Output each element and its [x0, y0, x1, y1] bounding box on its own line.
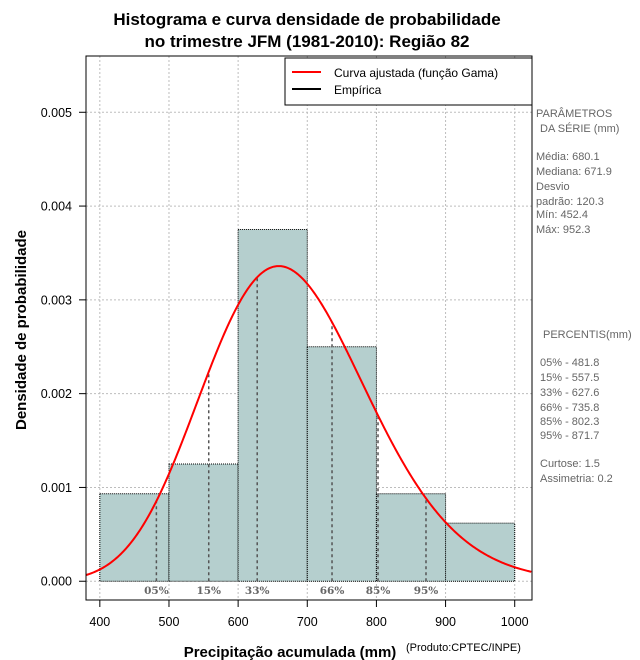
x-tick-label-500: 500 — [159, 615, 180, 629]
legend-box — [284, 57, 533, 106]
legend: Curva ajustada (função Gama) Empírica — [284, 57, 533, 106]
param-media: Média: 680.1 — [536, 151, 600, 163]
param-max: Máx: 952.3 — [536, 224, 590, 236]
param-padrao: padrão: 120.3 — [536, 196, 604, 208]
chart-title-line1: Histograma e curva densidade de probabil… — [113, 10, 500, 29]
x-axis: 400 500 600 700 800 900 1000 — [89, 599, 529, 629]
params-title-2: DA SÉRIE (mm) — [540, 122, 619, 135]
y-tick-label-2: 0.002 — [41, 387, 72, 401]
stat-assimetria: Assimetria: 0.2 — [540, 473, 613, 485]
x-tick-label-700: 700 — [297, 615, 318, 629]
x-tick-label-600: 600 — [228, 615, 249, 629]
percentil-15: 15% - 557.5 — [540, 372, 599, 384]
histogram-bar-600-700 — [237, 229, 308, 582]
percentile-label-15%: 15% — [196, 585, 221, 597]
percentil-05: 05% - 481.8 — [540, 357, 599, 369]
histogram-bar-500-600 — [168, 463, 239, 582]
percentil-85: 85% - 802.3 — [540, 416, 599, 428]
percentil-33: 33% - 627.6 — [540, 387, 599, 399]
x-tick-label-1000: 1000 — [501, 615, 529, 629]
percentile-lines — [155, 277, 427, 582]
percentile-labels: 05% 15% 33% 66% 85% 95% — [144, 585, 438, 597]
percentile-label-66%: 66% — [320, 585, 345, 597]
legend-label-empirica: Empírica — [334, 83, 382, 97]
histogram-bar-800-900 — [375, 493, 447, 582]
param-mediana: Mediana: 671.9 — [536, 166, 612, 178]
legend-label-curve: Curva ajustada (função Gama) — [334, 66, 498, 80]
param-min: Mín: 452.4 — [536, 209, 588, 221]
y-tick-label-0: 0.000 — [41, 575, 72, 589]
histogram-bar-700-800 — [306, 346, 377, 582]
params-title-1: PARÂMETROS — [536, 107, 612, 120]
percentile-label-33%: 33% — [245, 585, 270, 597]
percentile-label-05%: 05% — [144, 585, 169, 597]
x-tick-label-900: 900 — [435, 615, 456, 629]
product-credit: (Produto:CPTEC/INPE) — [406, 642, 521, 654]
chart-title-line2: no trimestre JFM (1981-2010): Região 82 — [144, 32, 469, 51]
y-axis-label: Densidade de probabilidade — [13, 230, 30, 430]
percentis-title: PERCENTIS(mm) — [543, 329, 632, 341]
y-tick-label-1: 0.001 — [41, 481, 72, 495]
percentile-label-85%: 85% — [366, 585, 391, 597]
x-tick-label-800: 800 — [366, 615, 387, 629]
y-tick-label-3: 0.003 — [41, 293, 72, 307]
gamma-fit-curve — [85, 265, 532, 577]
y-tick-label-5: 0.005 — [41, 106, 72, 120]
histogram-bars — [99, 229, 516, 582]
percentile-label-95%: 95% — [414, 585, 439, 597]
percentil-66: 66% - 735.8 — [540, 402, 599, 414]
y-axis: 0.000 0.001 0.002 0.003 0.004 0.005 — [41, 106, 87, 589]
y-tick-label-4: 0.004 — [41, 200, 72, 214]
param-desvio: Desvio — [536, 181, 570, 193]
x-tick-label-400: 400 — [89, 615, 110, 629]
x-axis-label: Precipitação acumulada (mm) — [184, 644, 397, 660]
series-parameters-panel: PARÂMETROS DA SÉRIE (mm) Média: 680.1 Me… — [536, 107, 632, 485]
percentil-95: 95% - 871.7 — [540, 430, 599, 442]
stat-curtose: Curtose: 1.5 — [540, 458, 600, 470]
